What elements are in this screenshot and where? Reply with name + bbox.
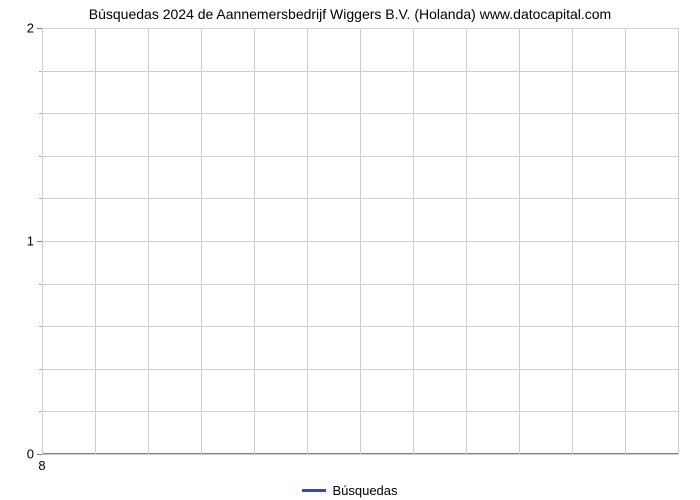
y-tick-mark: [37, 28, 42, 29]
plot-area: 0128: [42, 28, 678, 454]
y-tick-mark-minor: [39, 198, 42, 199]
y-tick-mark-minor: [39, 326, 42, 327]
legend: Búsquedas: [0, 482, 700, 498]
grid-vertical: [519, 28, 520, 454]
grid-vertical: [466, 28, 467, 454]
chart-title: Búsquedas 2024 de Aannemersbedrijf Wigge…: [0, 6, 700, 22]
y-tick-mark-minor: [39, 71, 42, 72]
grid-vertical: [678, 28, 679, 454]
grid-vertical: [572, 28, 573, 454]
y-tick-mark-minor: [39, 113, 42, 114]
grid-vertical: [201, 28, 202, 454]
grid-vertical: [148, 28, 149, 454]
grid-vertical: [625, 28, 626, 454]
grid-vertical: [254, 28, 255, 454]
grid-vertical: [360, 28, 361, 454]
grid-horizontal: [42, 454, 678, 455]
grid-vertical: [307, 28, 308, 454]
legend-swatch: [302, 489, 326, 492]
y-tick-mark-minor: [39, 156, 42, 157]
y-tick-mark-minor: [39, 284, 42, 285]
chart-container: Búsquedas 2024 de Aannemersbedrijf Wigge…: [0, 0, 700, 500]
y-tick-mark: [37, 241, 42, 242]
grid-vertical: [42, 28, 43, 454]
grid-vertical: [95, 28, 96, 454]
grid-vertical: [413, 28, 414, 454]
y-tick-mark-minor: [39, 411, 42, 412]
y-tick-mark-minor: [39, 369, 42, 370]
legend-label: Búsquedas: [332, 483, 397, 498]
x-tick-label: 8: [38, 454, 45, 473]
